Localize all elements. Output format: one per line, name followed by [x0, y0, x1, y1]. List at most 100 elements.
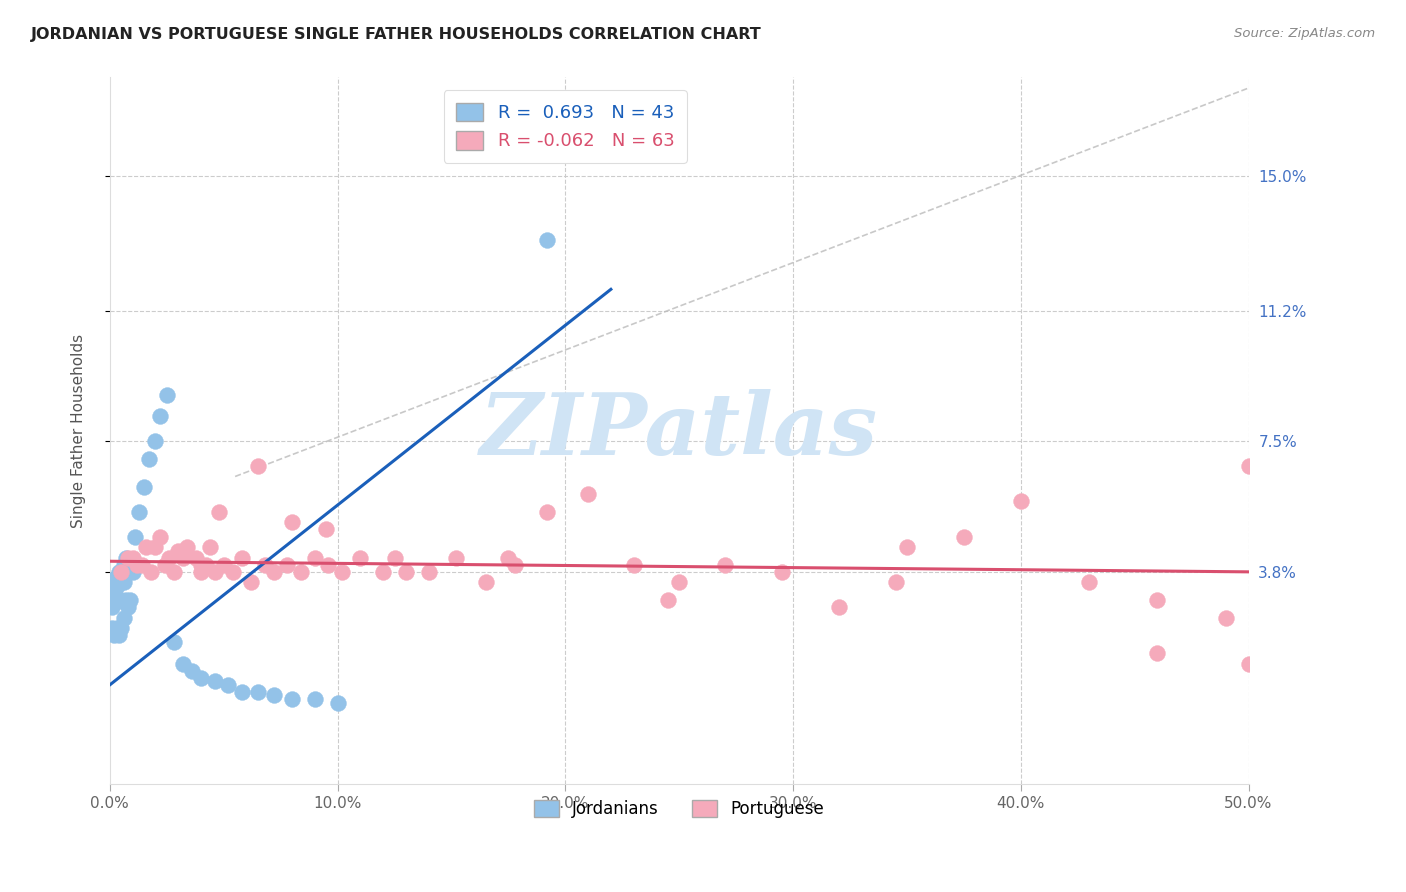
Point: [103, 628, 125, 642]
Point: [474, 575, 496, 590]
Point: [153, 558, 176, 572]
Point: [240, 575, 263, 590]
Point: [101, 621, 124, 635]
Point: [110, 593, 132, 607]
Point: [1010, 494, 1032, 508]
Point: [536, 233, 558, 247]
Point: [204, 565, 226, 579]
Point: [444, 550, 467, 565]
Point: [1146, 593, 1168, 607]
Point: [176, 540, 198, 554]
Point: [112, 575, 135, 590]
Point: [1215, 611, 1237, 625]
Point: [194, 558, 217, 572]
Point: [110, 572, 132, 586]
Point: [246, 685, 269, 699]
Point: [108, 565, 131, 579]
Point: [190, 558, 212, 572]
Point: [281, 692, 304, 706]
Point: [103, 572, 125, 586]
Point: [186, 550, 208, 565]
Point: [263, 689, 285, 703]
Point: [373, 565, 395, 579]
Point: [114, 550, 136, 565]
Point: [395, 565, 418, 579]
Point: [112, 611, 135, 625]
Point: [384, 550, 406, 565]
Point: [117, 600, 139, 615]
Point: [172, 657, 194, 671]
Point: [135, 540, 157, 554]
Point: [1078, 575, 1101, 590]
Point: [167, 543, 190, 558]
Point: [156, 388, 179, 402]
Point: [110, 565, 132, 579]
Point: [132, 480, 155, 494]
Point: [330, 565, 353, 579]
Point: [121, 565, 143, 579]
Point: [222, 565, 245, 579]
Point: [162, 565, 184, 579]
Point: [112, 558, 135, 572]
Point: [231, 550, 253, 565]
Point: [884, 575, 907, 590]
Point: [253, 558, 276, 572]
Point: [276, 558, 298, 572]
Point: [131, 558, 153, 572]
Point: [128, 505, 150, 519]
Point: [105, 593, 128, 607]
Point: [110, 621, 132, 635]
Point: [120, 593, 142, 607]
Point: [953, 529, 976, 543]
Point: [105, 621, 128, 635]
Point: [212, 558, 235, 572]
Point: [657, 593, 679, 607]
Point: [139, 565, 162, 579]
Text: JORDANIAN VS PORTUGUESE SINGLE FATHER HOUSEHOLDS CORRELATION CHART: JORDANIAN VS PORTUGUESE SINGLE FATHER HO…: [31, 27, 762, 42]
Point: [896, 540, 918, 554]
Point: [1146, 646, 1168, 660]
Point: [149, 529, 172, 543]
Point: [326, 696, 349, 710]
Point: [1237, 458, 1260, 473]
Point: [576, 487, 599, 501]
Point: [114, 593, 136, 607]
Point: [318, 558, 340, 572]
Point: [246, 458, 269, 473]
Point: [108, 593, 131, 607]
Point: [208, 505, 231, 519]
Point: [217, 678, 239, 692]
Point: [172, 550, 194, 565]
Text: ZIPatlas: ZIPatlas: [479, 389, 879, 473]
Point: [770, 565, 793, 579]
Point: [117, 550, 139, 565]
Point: [668, 575, 690, 590]
Point: [231, 685, 253, 699]
Point: [105, 579, 128, 593]
Point: [198, 540, 221, 554]
Point: [121, 550, 143, 565]
Point: [315, 523, 337, 537]
Point: [536, 505, 558, 519]
Point: [108, 628, 131, 642]
Point: [713, 558, 735, 572]
Point: [263, 565, 285, 579]
Point: [101, 600, 124, 615]
Point: [190, 565, 212, 579]
Point: [149, 409, 172, 424]
Point: [204, 674, 226, 689]
Point: [349, 550, 371, 565]
Point: [418, 565, 440, 579]
Point: [127, 558, 149, 572]
Point: [180, 664, 202, 678]
Legend: Jordanians, Portuguese: Jordanians, Portuguese: [527, 793, 831, 825]
Y-axis label: Single Father Households: Single Father Households: [72, 334, 86, 528]
Point: [827, 600, 849, 615]
Point: [190, 671, 212, 685]
Point: [103, 586, 125, 600]
Point: [117, 558, 139, 572]
Point: [157, 550, 180, 565]
Point: [498, 550, 520, 565]
Point: [138, 451, 160, 466]
Point: [503, 558, 526, 572]
